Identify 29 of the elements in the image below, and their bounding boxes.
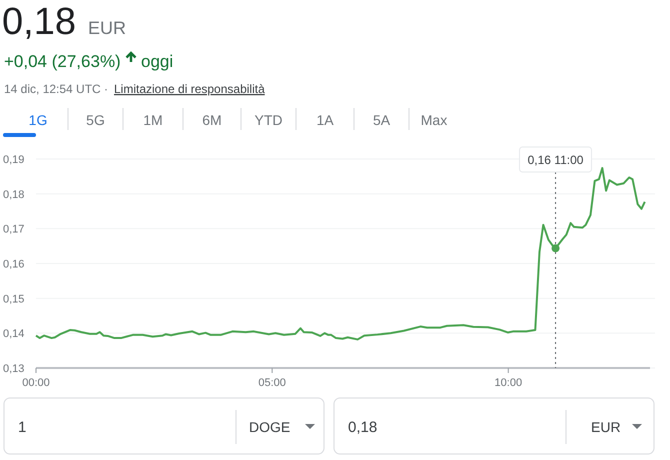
text: 14 dic, 12:54 UTC · [4,82,108,96]
x-tick-label: 10:00 [494,377,522,389]
x-tick-label: 00:00 [22,377,50,389]
text: 5A [372,112,391,128]
text: DOGE [249,419,290,435]
line-series [35,167,646,340]
y-tick-label: 0,19 [3,154,24,166]
text: oggi [141,52,174,71]
text: YTD [254,112,282,128]
text: Max [420,112,448,128]
y-tick-label: 0,18 [3,188,24,201]
y-tick-label: 0,15 [3,293,24,306]
text: 0,18 [348,419,378,436]
text: +0,04 (27,63%) [4,52,121,71]
ref-line-label: 0,16 11:00 [528,153,584,167]
text: 1G [28,112,48,128]
text: 1M [143,112,163,128]
x-tick-label: 05:00 [258,377,286,389]
y-tick-label: 0,17 [3,224,24,236]
text: 1A [316,112,334,128]
text: 6M [202,112,222,128]
text: EUR [88,18,126,38]
text: EUR [591,419,621,435]
text: 1 [18,419,26,436]
text: 5G [86,112,105,128]
y-tick-label: 0,13 [3,363,24,375]
y-tick-label: 0,14 [3,328,24,340]
text: Limitazione di responsabilità [114,82,266,96]
y-tick-label: 0,16 [3,258,24,270]
